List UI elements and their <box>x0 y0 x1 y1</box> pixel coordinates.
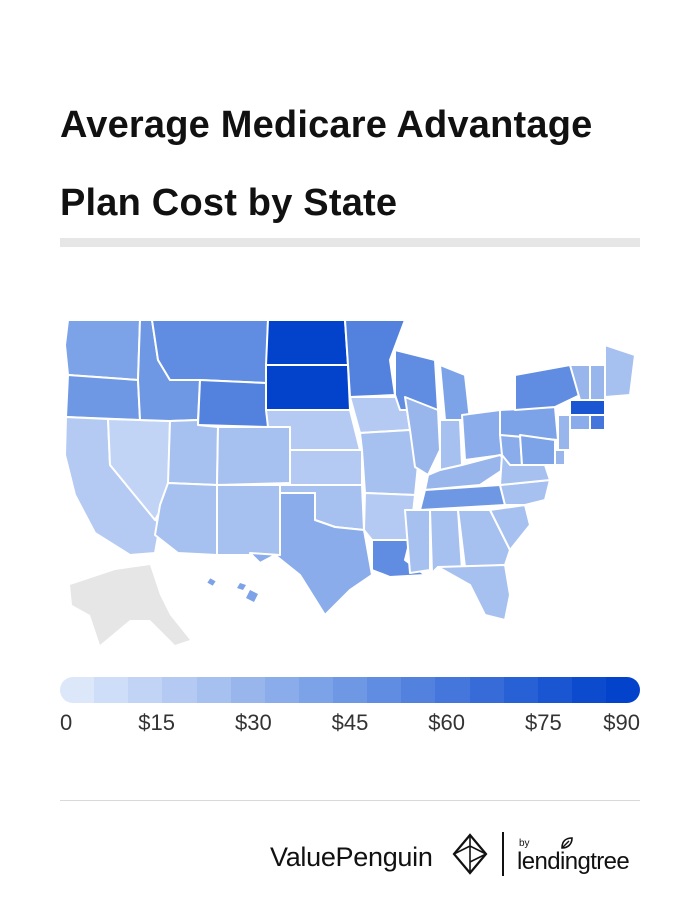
brand-separator <box>502 832 504 876</box>
state-hi-island-3 <box>246 590 258 602</box>
legend-tick-labels: 0 $15 $30 $45 $60 $75 $90 <box>60 710 640 740</box>
state-pa <box>499 406 559 441</box>
legend-swatch <box>230 677 265 703</box>
state-in <box>439 419 463 471</box>
title-divider <box>60 238 640 247</box>
lendingtree-leaf-icon <box>561 837 573 849</box>
state-ks <box>289 449 363 486</box>
legend-tick-label: $15 <box>138 710 176 735</box>
state-nj <box>557 414 571 451</box>
lendingtree-logo-text: lendingtree <box>517 848 630 875</box>
state-sc <box>489 504 531 551</box>
color-scale-legend <box>60 677 640 703</box>
state-or <box>65 374 141 421</box>
legend-swatch <box>571 677 606 703</box>
legend-swatch <box>333 677 368 703</box>
legend-swatch <box>401 677 436 703</box>
valuepenguin-mark-icon <box>452 833 488 875</box>
state-ms <box>404 509 431 574</box>
legend-swatch <box>196 677 231 703</box>
state-tn <box>419 484 506 511</box>
state-tx <box>249 492 373 616</box>
legend-swatch <box>435 677 470 703</box>
legend-swatch <box>469 677 504 703</box>
state-ma <box>569 399 606 416</box>
state-hi-island-2 <box>237 583 246 590</box>
state-ct <box>569 414 591 431</box>
legend-tick-label: $45 <box>331 710 369 735</box>
state-nm <box>216 484 281 556</box>
footer-divider <box>60 800 640 801</box>
state-wa <box>64 319 141 381</box>
state-nh <box>589 364 606 401</box>
chart-title: Average Medicare Advantage Plan Cost by … <box>60 104 593 224</box>
state-oh <box>461 409 503 461</box>
legend-swatch <box>606 677 640 703</box>
state-mt <box>151 319 269 384</box>
state-ri <box>589 414 606 431</box>
state-ak <box>70 565 190 645</box>
legend-swatch <box>537 677 572 703</box>
legend-swatch <box>94 677 129 703</box>
legend-tick-label: $75 <box>524 710 562 735</box>
legend-swatch <box>128 677 163 703</box>
state-ut <box>167 419 219 486</box>
state-nd <box>265 319 349 366</box>
legend-tick-label: 0 <box>60 710 73 735</box>
legend-tick-label: $90 <box>603 710 640 735</box>
legend-swatch <box>503 677 538 703</box>
state-co <box>216 426 291 486</box>
valuepenguin-logo-text: ValuePenguin <box>270 842 433 872</box>
state-de <box>554 449 566 466</box>
state-mi <box>439 364 471 421</box>
state-hi <box>205 576 218 588</box>
state-al <box>429 509 463 574</box>
legend-swatch <box>162 677 197 703</box>
state-fl <box>437 564 511 621</box>
legend-swatch <box>60 677 95 703</box>
state-sd <box>265 364 351 411</box>
state-md <box>519 434 556 466</box>
legend-tick-label: $30 <box>234 710 272 735</box>
state-ny <box>514 364 581 411</box>
legend-swatch <box>264 677 299 703</box>
legend-tick-label: $60 <box>428 710 466 735</box>
us-state-choropleth-map <box>64 319 636 645</box>
brand-by-label: by <box>519 838 530 849</box>
legend-swatch <box>367 677 402 703</box>
alaska-shape <box>70 565 190 645</box>
state-me <box>604 344 636 398</box>
state-wy <box>197 379 269 428</box>
state-az <box>154 482 218 556</box>
legend-swatch <box>298 677 333 703</box>
states-layer <box>64 319 636 621</box>
